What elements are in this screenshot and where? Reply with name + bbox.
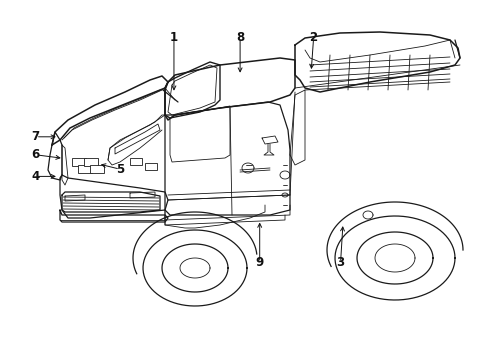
Text: 8: 8 [236,31,244,44]
Text: 4: 4 [32,170,40,183]
Text: 6: 6 [32,148,40,161]
Text: 9: 9 [256,256,264,269]
Text: 1: 1 [170,31,178,44]
Text: 2: 2 [310,31,318,44]
Text: 5: 5 [116,163,124,176]
Bar [78,165,92,173]
Bar [130,158,142,165]
Bar [145,163,157,170]
Bar [90,165,104,173]
Text: 7: 7 [32,130,40,143]
Text: 3: 3 [337,256,344,269]
Bar [72,158,86,166]
Bar [84,158,98,166]
